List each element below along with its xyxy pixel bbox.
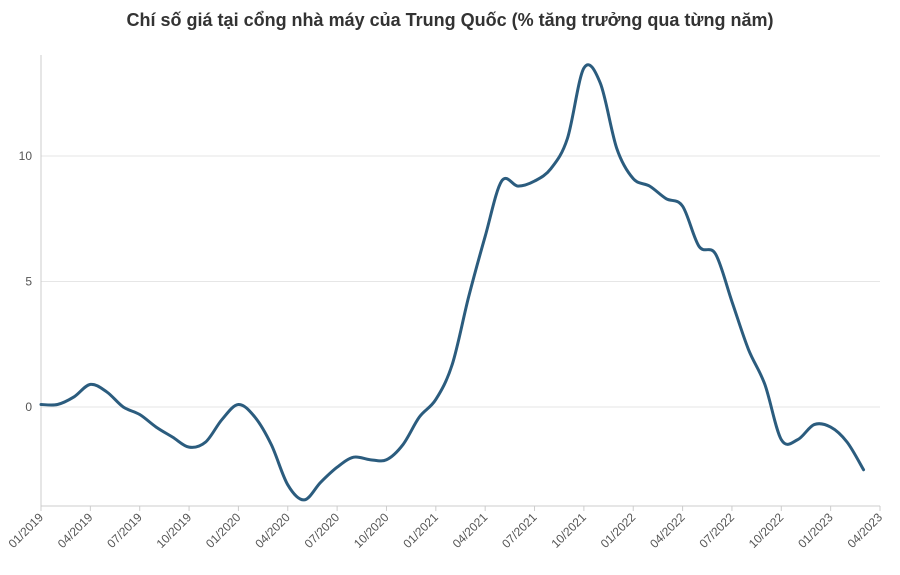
x-tick-label: 10/2019 xyxy=(154,510,195,551)
y-tick-label: 0 xyxy=(25,400,32,414)
x-tick-label: 10/2021 xyxy=(548,510,589,551)
series-line-0 xyxy=(39,63,866,502)
x-tick-label: 07/2019 xyxy=(104,510,145,551)
x-tick-label: 01/2020 xyxy=(203,510,244,551)
x-tick-label: 10/2022 xyxy=(746,510,787,551)
x-tick-label: 10/2020 xyxy=(351,510,392,551)
grid-layer xyxy=(41,155,880,408)
x-tick-label: 07/2022 xyxy=(696,510,737,551)
y-tick-labels: 0 5 10 xyxy=(19,149,33,414)
x-tick-label: 07/2021 xyxy=(499,510,540,551)
x-tick-label: 04/2022 xyxy=(647,510,688,551)
x-tick-label: 01/2022 xyxy=(598,510,639,551)
x-tick-label: 04/2019 xyxy=(55,510,96,551)
y-tick-label: 10 xyxy=(19,149,33,163)
x-tick-label: 04/2023 xyxy=(845,510,886,551)
x-tick-label: 07/2020 xyxy=(302,510,343,551)
x-tick-label: 01/2023 xyxy=(795,510,836,551)
chart-title: Chí số giá tại cổng nhà máy của Trung Qu… xyxy=(126,10,774,30)
y-tick-label: 5 xyxy=(25,275,32,289)
x-tick-label: 04/2020 xyxy=(252,510,293,551)
axis-layer xyxy=(40,55,881,511)
x-tick-label: 01/2019 xyxy=(6,510,47,551)
x-tick-labels: 01/2019 04/2019 07/2019 10/2019 01/2020 04/20… xyxy=(6,510,886,551)
series-layer xyxy=(39,63,866,502)
x-tick-label: 01/2021 xyxy=(400,510,441,551)
x-tick-label: 04/2021 xyxy=(450,510,491,551)
